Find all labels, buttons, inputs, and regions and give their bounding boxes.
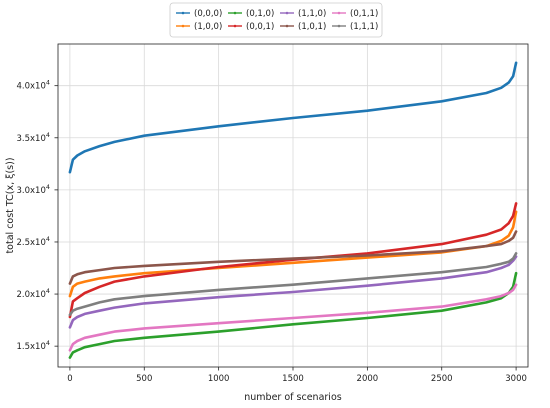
legend-label: (1,1,1) — [350, 22, 378, 32]
y-tick-label: 3.0x104 — [16, 183, 50, 196]
series-line-7 — [68, 252, 518, 317]
x-tick-label: 2500 — [431, 374, 453, 384]
legend-marker — [285, 11, 289, 15]
y-tick-label: 1.5x104 — [16, 339, 50, 352]
series-line-3 — [68, 202, 518, 319]
legend-marker — [233, 24, 237, 28]
legend-label: (0,1,0) — [246, 9, 274, 19]
y-axis-label: total cost TC(x, ξ(s)) — [5, 157, 16, 253]
x-axis-label: number of scenarios — [244, 392, 341, 403]
y-tick-label: 3.5x104 — [16, 131, 50, 144]
legend-marker — [181, 24, 185, 28]
series-line-6 — [68, 283, 518, 352]
y-tick-label: 2.5x104 — [16, 235, 50, 248]
legend[interactable]: (0,0,0) (1,0,0) (0,1,0) (0,0,1) (1,1,0) (1,0,… — [169, 2, 383, 38]
legend-marker — [337, 24, 341, 28]
series-line-5 — [68, 230, 518, 285]
legend-label: (0,0,0) — [194, 9, 222, 19]
y-tick-label: 4.0x104 — [16, 79, 50, 92]
x-tick-label: 500 — [136, 374, 152, 384]
legend-item[interactable]: (0,1,0) — [228, 9, 274, 19]
legend-item[interactable]: (1,1,0) — [280, 9, 326, 19]
legend-marker — [233, 11, 237, 15]
series-line-1 — [68, 210, 518, 298]
x-tick-label: 1000 — [208, 374, 230, 384]
legend-label: (0,1,1) — [350, 9, 378, 19]
y-axis-ticks: 1.5x104 2.0x104 2.5x104 3.0x104 3.5x104 4.0x1… — [16, 79, 58, 352]
series-line-4 — [68, 255, 518, 329]
x-axis-ticks: 0 500 1000 1500 2000 2500 3000 — [67, 367, 527, 384]
legend-box — [169, 2, 383, 38]
legend-item[interactable]: (0,0,0) — [176, 9, 222, 19]
legend-item[interactable]: (0,1,1) — [332, 9, 378, 19]
legend-label: (1,0,0) — [194, 22, 222, 32]
legend-item[interactable]: (1,0,0) — [176, 22, 222, 32]
legend-marker — [337, 11, 341, 15]
legend-item[interactable]: (1,1,1) — [332, 22, 378, 32]
y-tick-label: 2.0x104 — [16, 287, 50, 300]
series-lines — [68, 61, 518, 359]
x-tick-label: 0 — [67, 374, 72, 384]
legend-label: (1,1,0) — [298, 9, 326, 19]
legend-marker — [285, 24, 289, 28]
x-tick-label: 3000 — [505, 374, 527, 384]
legend-item[interactable]: (1,0,1) — [280, 22, 326, 32]
series-line-0 — [68, 61, 518, 174]
legend-label: (0,0,1) — [246, 22, 274, 32]
legend-marker — [181, 11, 185, 15]
x-tick-label: 2000 — [357, 374, 379, 384]
legend-item[interactable]: (0,0,1) — [228, 22, 274, 32]
x-tick-label: 1500 — [282, 374, 304, 384]
legend-label: (1,0,1) — [298, 22, 326, 32]
